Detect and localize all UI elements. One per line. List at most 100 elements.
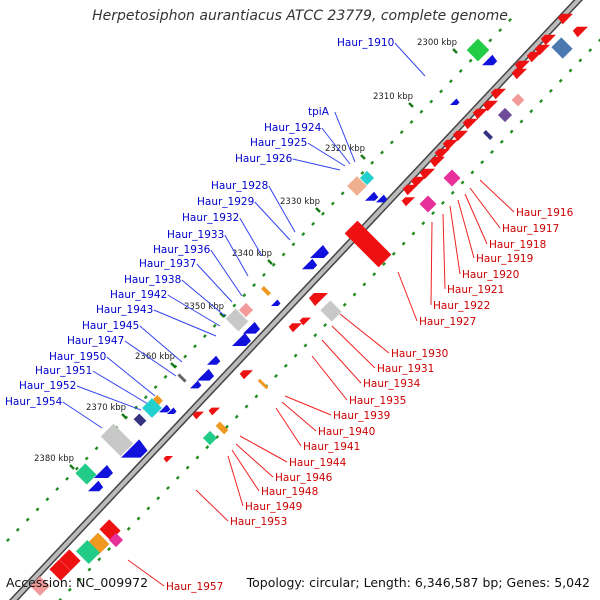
- genome-backbone: [8, 0, 584, 600]
- leader-line-left: [239, 217, 263, 257]
- track-dot: [352, 292, 357, 297]
- track-dot: [362, 282, 367, 287]
- track-dot: [360, 170, 365, 175]
- gene-arrow-blue: [482, 54, 498, 66]
- leader-line-right: [235, 443, 274, 478]
- gene-label-right: Haur_1930: [391, 348, 448, 360]
- gene-label-left: Haur_1947: [67, 335, 124, 347]
- scale-tick-label: 2310 kbp: [373, 92, 413, 102]
- track-dot: [578, 58, 583, 63]
- gene-box-darkgray: [177, 373, 187, 383]
- track-dot: [146, 506, 151, 511]
- gene-arrow-red: [192, 411, 204, 420]
- gene-label-right: Haur_1944: [289, 457, 347, 469]
- track-dot: [440, 200, 445, 205]
- track-dot: [156, 496, 161, 501]
- gene-arrow-blue: [88, 480, 104, 492]
- track-dot: [74, 466, 79, 471]
- track-dot: [340, 191, 345, 196]
- track-dot: [55, 487, 60, 492]
- gene-box-red: [59, 549, 81, 571]
- scale-tick-mark: [69, 464, 75, 470]
- gene-label-left: Haur_1942: [110, 289, 167, 301]
- gene-arrow-red: [288, 323, 302, 333]
- gene-arrow-red: [402, 184, 418, 196]
- leader-line-right: [281, 401, 317, 432]
- track-dot: [382, 262, 386, 266]
- gene-label-left: Haur_1951: [35, 365, 92, 377]
- track-dot: [183, 354, 188, 359]
- track-dot: [291, 242, 296, 247]
- track-dot: [409, 119, 414, 124]
- gene-label-left: Haur_1954: [5, 396, 63, 408]
- scale-tick-mark: [170, 362, 176, 368]
- track-dot: [244, 404, 249, 409]
- leader-line-left: [334, 111, 356, 163]
- gene-box-cyan: [359, 170, 375, 186]
- gene-box-blue: [551, 37, 573, 59]
- gene-arrow-blue: [197, 368, 215, 381]
- track-dot: [212, 323, 217, 328]
- leader-line-left: [124, 340, 177, 377]
- gene-box-cyan: [142, 398, 162, 418]
- track-dot: [311, 221, 316, 226]
- genome-summary: Topology: circular; Length: 6,346,587 bp…: [246, 575, 590, 590]
- scale-tick-label: 2370 kbp: [86, 403, 126, 413]
- gene-arrow-blue: [302, 258, 318, 270]
- track-dot: [107, 547, 112, 552]
- track-dot: [166, 486, 170, 490]
- gene-box-peach: [347, 176, 367, 196]
- gene-arrow-red: [462, 118, 478, 130]
- leader-line-left: [181, 279, 226, 317]
- gene-box-magenta: [419, 195, 437, 213]
- gene-box-pink: [511, 93, 525, 107]
- leader-line-left: [139, 325, 183, 363]
- gene-box-orange: [261, 286, 271, 296]
- leader-line-left: [106, 356, 156, 397]
- gene-label-left: Haur_1924: [264, 122, 322, 134]
- track-dot: [153, 385, 158, 390]
- track-dot: [468, 58, 473, 63]
- leader-line-left: [76, 385, 142, 411]
- leader-line-right: [479, 179, 515, 213]
- gene-arrow-red: [429, 156, 445, 168]
- track-dot: [25, 517, 30, 522]
- gene-box-green: [75, 539, 101, 565]
- track-dot: [15, 527, 20, 532]
- track-dot: [242, 293, 247, 298]
- track-dot: [490, 150, 494, 154]
- track-dot: [519, 119, 524, 124]
- track-dot: [439, 89, 444, 94]
- leader-line-left: [196, 263, 233, 303]
- track-dot: [372, 272, 377, 277]
- track-dot: [136, 516, 141, 521]
- track-dot: [126, 526, 131, 531]
- gene-arrow-blue: [271, 299, 281, 306]
- track-dot: [323, 323, 328, 328]
- leader-line-right: [442, 213, 446, 290]
- leader-line-right: [311, 355, 348, 401]
- track-dot: [195, 455, 200, 460]
- gene-box-orange: [153, 395, 163, 405]
- scale-tick-mark: [315, 207, 321, 213]
- gene-arrow-blue: [207, 355, 221, 365]
- track-dot: [391, 251, 396, 256]
- gene-arrow-blue: [232, 333, 251, 346]
- gene-arrow-red: [540, 34, 556, 46]
- track-dot: [87, 567, 92, 572]
- gene-arrow-red: [511, 68, 527, 80]
- gene-label-left: Haur_1943: [96, 304, 153, 316]
- gene-arrow-red: [401, 197, 415, 207]
- gene-arrow-red: [490, 88, 506, 100]
- gene-arrow-red: [309, 293, 328, 306]
- leader-line-right: [227, 455, 244, 507]
- track-dot: [252, 283, 257, 288]
- scale-tick-label: 2300 kbp: [417, 38, 457, 48]
- track-dot: [143, 395, 148, 400]
- track-dot: [450, 190, 455, 195]
- track-dot: [97, 557, 102, 562]
- track-dot: [45, 497, 50, 502]
- gene-arrow-blue: [310, 245, 329, 258]
- track-dot: [401, 241, 406, 246]
- gene-arrow-red: [572, 26, 588, 38]
